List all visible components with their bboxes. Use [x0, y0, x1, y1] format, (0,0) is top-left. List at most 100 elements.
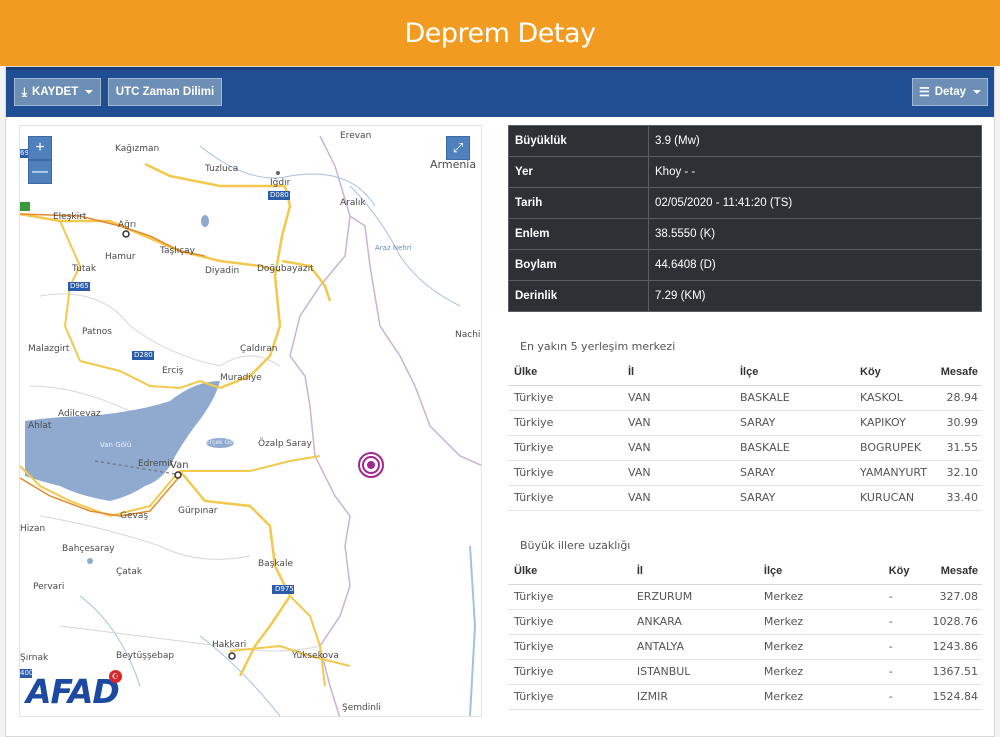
download-icon: ⤓ — [21, 84, 28, 99]
column-header: İlçe — [734, 359, 854, 386]
map-label-armenia: Armenia — [430, 158, 477, 171]
map-label-gevas: Gevaş — [120, 511, 149, 521]
page-header: Deprem Detay — [0, 0, 1000, 66]
map-label-ozalp: Özalp — [258, 439, 284, 449]
info-row: Derinlik 7.29 (KM) — [508, 280, 982, 312]
table-cell: 1367.51 — [926, 659, 982, 685]
map-label-tuzluca: Tuzluca — [205, 164, 239, 174]
column-header: Köy — [854, 359, 932, 386]
list-icon: ☰ — [918, 85, 930, 99]
table-cell: Türkiye — [508, 410, 622, 436]
map-label-hamur: Hamur — [105, 252, 136, 262]
table-cell: KURUCAN — [854, 485, 932, 511]
table-cell: 1028.76 — [926, 609, 982, 635]
detail-button-label: Detay — [934, 86, 967, 98]
table-cell: 30.99 — [932, 410, 982, 436]
table-cell: ISTANBUL — [630, 659, 758, 685]
table-cell: 1243.86 — [926, 634, 982, 660]
map-label-saray: Saray — [286, 439, 312, 449]
info-value: Khoy - - — [648, 156, 982, 188]
map-road-d965: D965 — [70, 282, 89, 290]
zoom-in-button[interactable]: + — [28, 136, 52, 160]
table-cell: BASKALE — [734, 385, 854, 411]
info-key: Büyüklük — [508, 125, 649, 157]
map-label-kagizman: Kağızman — [115, 144, 160, 154]
caret-down-icon — [973, 90, 982, 94]
column-header: Mesafe — [932, 359, 982, 386]
table-cell: Merkez — [757, 634, 883, 660]
map-label-baskale: Başkale — [258, 559, 293, 569]
map-canvas — [20, 126, 481, 716]
table-row: Türkiye VAN SARAY KURUCAN 33.40 — [508, 485, 982, 511]
fullscreen-button[interactable]: ⤢ — [446, 136, 470, 160]
map-label-semdinli: Şemdinli — [342, 703, 381, 713]
map-label-pervari: Pervari — [33, 582, 65, 592]
utc-timezone-button[interactable]: UTC Zaman Dilimi — [108, 78, 222, 106]
map-road-d080: D080 — [270, 191, 289, 199]
epicenter-marker[interactable] — [358, 452, 384, 478]
map-label-igdir: Iğdır — [270, 178, 291, 188]
column-header: Köy — [882, 558, 927, 585]
column-header: İl — [630, 558, 758, 585]
map-label-edremit: Edremit — [138, 459, 174, 469]
table-cell: Merkez — [757, 609, 883, 635]
ercek-lake — [206, 438, 234, 448]
big-cities-table: Ülke İl İlçe Köy Mesafe Türkiye ERZURUM Merkez… — [508, 558, 982, 710]
table-cell: ERZURUM — [630, 584, 758, 610]
table-row: Türkiye VAN SARAY KAPIKOY 30.99 — [508, 410, 982, 436]
turkish-flag-icon: ☪ — [109, 670, 122, 683]
table-cell: KAPIKOY — [854, 410, 932, 436]
table-cell: ANKARA — [630, 609, 758, 635]
table-cell: ANTALYA — [630, 634, 758, 660]
map-road-69: 69 — [20, 149, 29, 157]
table-cell: SARAY — [734, 485, 854, 511]
table-cell: Türkiye — [508, 435, 622, 461]
map-label-beytussebap: Beytüşşebap — [116, 651, 175, 661]
table-cell: Türkiye — [508, 609, 631, 635]
table-cell: - — [882, 684, 927, 710]
detail-dropdown-button[interactable]: ☰ Detay — [912, 78, 988, 106]
column-header: Ülke — [508, 359, 622, 386]
table-cell: Merkez — [757, 684, 883, 710]
table-cell: 32.10 — [932, 460, 982, 486]
table-cell: BASKALE — [734, 435, 854, 461]
toolbar: ⤓ KAYDET UTC Zaman Dilimi ☰ Detay — [6, 67, 994, 117]
map-label-caldiran: Çaldıran — [240, 344, 278, 354]
table-row: Türkiye ANTALYA Merkez -1243.86 — [508, 634, 982, 660]
table-cell: SARAY — [734, 460, 854, 486]
column-header: İl — [622, 359, 734, 386]
save-button[interactable]: ⤓ KAYDET — [14, 78, 101, 106]
caret-down-icon — [85, 90, 94, 94]
map-road-d280: D280 — [134, 351, 153, 359]
table-row: Türkiye ERZURUM Merkez -327.08 — [508, 584, 982, 610]
expand-icon: ⤢ — [452, 140, 464, 155]
table-cell: Merkez — [757, 584, 883, 610]
table-cell: 31.55 — [932, 435, 982, 461]
map-label-van: Van — [170, 460, 189, 471]
zoom-out-button[interactable]: — — [28, 160, 52, 184]
map-road-400: 400 — [20, 669, 34, 677]
info-row: Büyüklük 3.9 (Mw) — [508, 125, 982, 157]
info-key: Derinlik — [508, 280, 649, 312]
table-cell: Türkiye — [508, 634, 631, 660]
info-key: Boylam — [508, 249, 649, 281]
info-key: Tarih — [508, 187, 649, 219]
info-value: 02/05/2020 - 11:41:20 (TS) — [648, 187, 982, 219]
map-label-hizan: Hizan — [20, 524, 46, 534]
info-key: Enlem — [508, 218, 649, 250]
van-lake — [25, 381, 220, 501]
map-label-hakkari: Hakkari — [212, 640, 247, 650]
table-cell: KASKOL — [854, 385, 932, 411]
map-view[interactable]: Erevan Armenia Kağızman Tuzluca Iğdır D0… — [19, 125, 482, 717]
map-label-agri: Ağrı — [118, 220, 137, 230]
table-cell: 1524.84 — [926, 684, 982, 710]
info-row: Boylam 44.6408 (D) — [508, 249, 982, 281]
map-label-bahcesaray: Bahçesaray — [62, 544, 115, 554]
table-cell: - — [882, 634, 927, 660]
table-row: Türkiye VAN SARAY YAMANYURT 32.10 — [508, 460, 982, 486]
table-row: Türkiye IZMIR Merkez -1524.84 — [508, 684, 982, 710]
table-cell: - — [882, 609, 927, 635]
table-cell: - — [882, 659, 927, 685]
column-header: Mesafe — [926, 558, 982, 585]
map-label-diyadin: Diyadin — [205, 266, 240, 276]
